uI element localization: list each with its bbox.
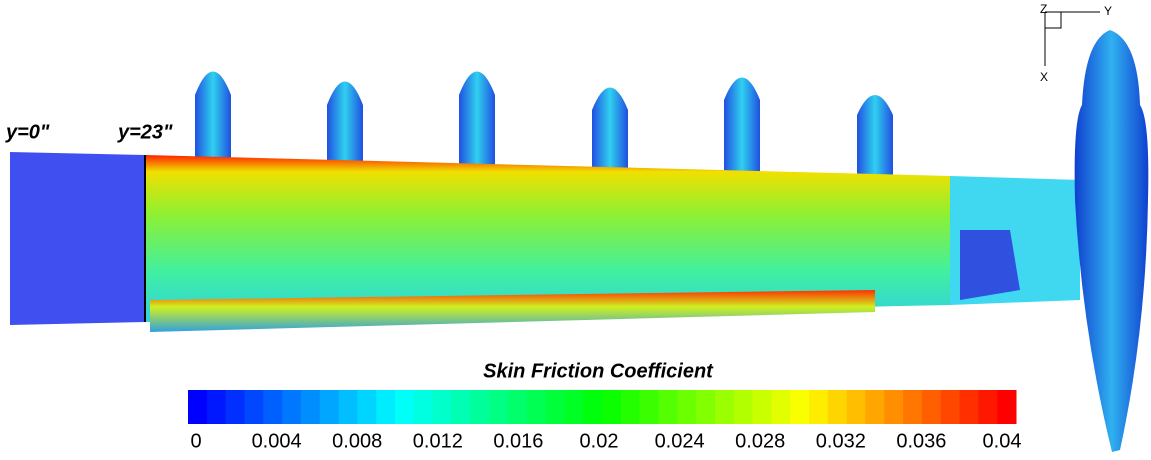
colorbar-tick-label: 0.016 [493, 430, 543, 452]
axis-triad [1044, 11, 1100, 66]
colorbar-band [451, 390, 471, 424]
colorbar-band [507, 390, 528, 424]
colorbar-band [733, 390, 754, 424]
axis-x: X [1040, 70, 1048, 84]
colorbar-band [526, 390, 547, 424]
colorbar-band [319, 390, 340, 424]
colorbar-band [206, 390, 227, 424]
colorbar-tick-label: 0.028 [735, 430, 785, 452]
axis-y: Y [1104, 4, 1112, 18]
colorbar-band [225, 390, 245, 424]
colorbar-tick-label: 0.012 [413, 430, 463, 452]
colorbar-tick-label: 0.032 [816, 430, 866, 452]
colorbar-band [395, 390, 415, 424]
station-label: y=0" [5, 121, 50, 143]
colorbar-band [620, 390, 641, 424]
colorbar-band [978, 390, 998, 424]
colorbar-band [583, 390, 603, 424]
colorbar-band [677, 390, 697, 424]
colorbar-tick-label: 0.004 [252, 430, 302, 452]
colorbar-band [809, 390, 829, 424]
colorbar-band [959, 390, 979, 424]
colorbar-band [771, 390, 791, 424]
colorbar-band [790, 390, 810, 424]
colorbar-tick-label: 0.036 [896, 430, 946, 452]
colorbar-band [244, 390, 264, 424]
colorbar-band [357, 390, 377, 424]
fuselage [1074, 30, 1149, 452]
colorbar-band [564, 390, 584, 424]
axis-z: Z [1040, 2, 1047, 16]
colorbar-band [545, 390, 565, 424]
colorbar-band [865, 390, 885, 424]
colorbar-band [300, 390, 321, 424]
colorbar-band [282, 390, 302, 424]
colorbar-band [696, 390, 716, 424]
colorbar-band [827, 390, 848, 424]
colorbar-band [602, 390, 622, 424]
station-label: y=23" [117, 121, 173, 143]
colorbar-band [432, 390, 452, 424]
colorbar: 0 0.004 0.008 0.012 0.016 0.02 0.024 0.028 0.032… [188, 390, 1021, 452]
colorbar-band [658, 390, 678, 424]
colorbar-band [903, 390, 923, 424]
colorbar-band [413, 390, 434, 424]
colorbar-tick-label: 0.024 [655, 430, 705, 452]
colorbar-band [997, 390, 1017, 424]
colorbar-title: Skin Friction Coefficient [483, 360, 714, 382]
colorbar-band [188, 390, 208, 424]
colorbar-band [470, 390, 490, 424]
colorbar-band [884, 390, 904, 424]
colorbar-tick-label: 0.04 [983, 430, 1022, 452]
colorbar-tick-label: 0.008 [332, 430, 382, 452]
wing [10, 152, 1080, 332]
colorbar-band [714, 390, 735, 424]
colorbar-band [846, 390, 866, 424]
colorbar-band [376, 390, 396, 424]
colorbar-band [639, 390, 659, 424]
colorbar-tick-label: 0.02 [580, 430, 619, 452]
colorbar-band [940, 390, 961, 424]
colorbar-tick-label: 0 [190, 430, 201, 452]
colorbar-band [338, 390, 358, 424]
pods [195, 71, 893, 175]
colorbar-band [489, 390, 509, 424]
colorbar-band [921, 390, 942, 424]
colorbar-band [263, 390, 283, 424]
colorbar-band [752, 390, 772, 424]
